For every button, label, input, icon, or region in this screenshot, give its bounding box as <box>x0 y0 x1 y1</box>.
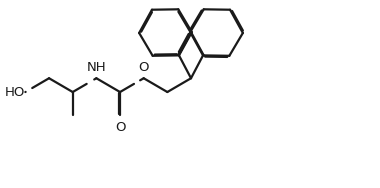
Text: HO: HO <box>5 86 25 99</box>
Text: NH: NH <box>87 61 106 74</box>
Text: O: O <box>115 121 125 134</box>
Text: O: O <box>138 61 149 74</box>
